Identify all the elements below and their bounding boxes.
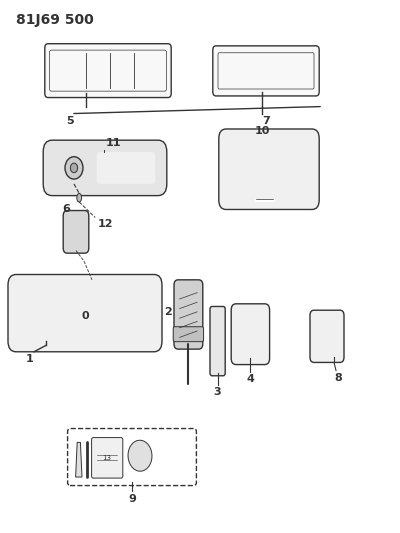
Text: 5: 5 [66,116,74,126]
FancyBboxPatch shape [63,211,89,253]
Ellipse shape [65,157,83,179]
FancyBboxPatch shape [43,140,167,196]
Text: 13: 13 [103,455,112,461]
Ellipse shape [128,440,152,471]
Text: 81J69 500: 81J69 500 [16,13,94,27]
Text: 6: 6 [62,204,70,214]
Text: 3: 3 [214,387,222,398]
FancyBboxPatch shape [97,152,155,184]
Text: 2: 2 [164,307,172,317]
FancyBboxPatch shape [173,327,204,342]
FancyBboxPatch shape [210,306,225,376]
FancyBboxPatch shape [213,46,319,96]
Text: 0: 0 [81,311,89,321]
FancyBboxPatch shape [45,44,171,98]
Text: 4: 4 [246,374,254,384]
Ellipse shape [77,193,82,202]
Text: 11: 11 [106,138,122,148]
Text: 8: 8 [334,373,342,383]
FancyBboxPatch shape [310,310,344,362]
FancyBboxPatch shape [174,280,203,349]
FancyBboxPatch shape [231,304,270,365]
Text: 7: 7 [262,116,270,126]
Ellipse shape [70,163,78,173]
Text: 10: 10 [254,126,270,136]
Text: 12: 12 [97,219,113,229]
FancyBboxPatch shape [8,274,162,352]
Text: 9: 9 [128,494,136,504]
Text: 1: 1 [26,354,34,365]
Polygon shape [76,442,82,477]
FancyBboxPatch shape [92,438,123,478]
FancyBboxPatch shape [219,129,319,209]
